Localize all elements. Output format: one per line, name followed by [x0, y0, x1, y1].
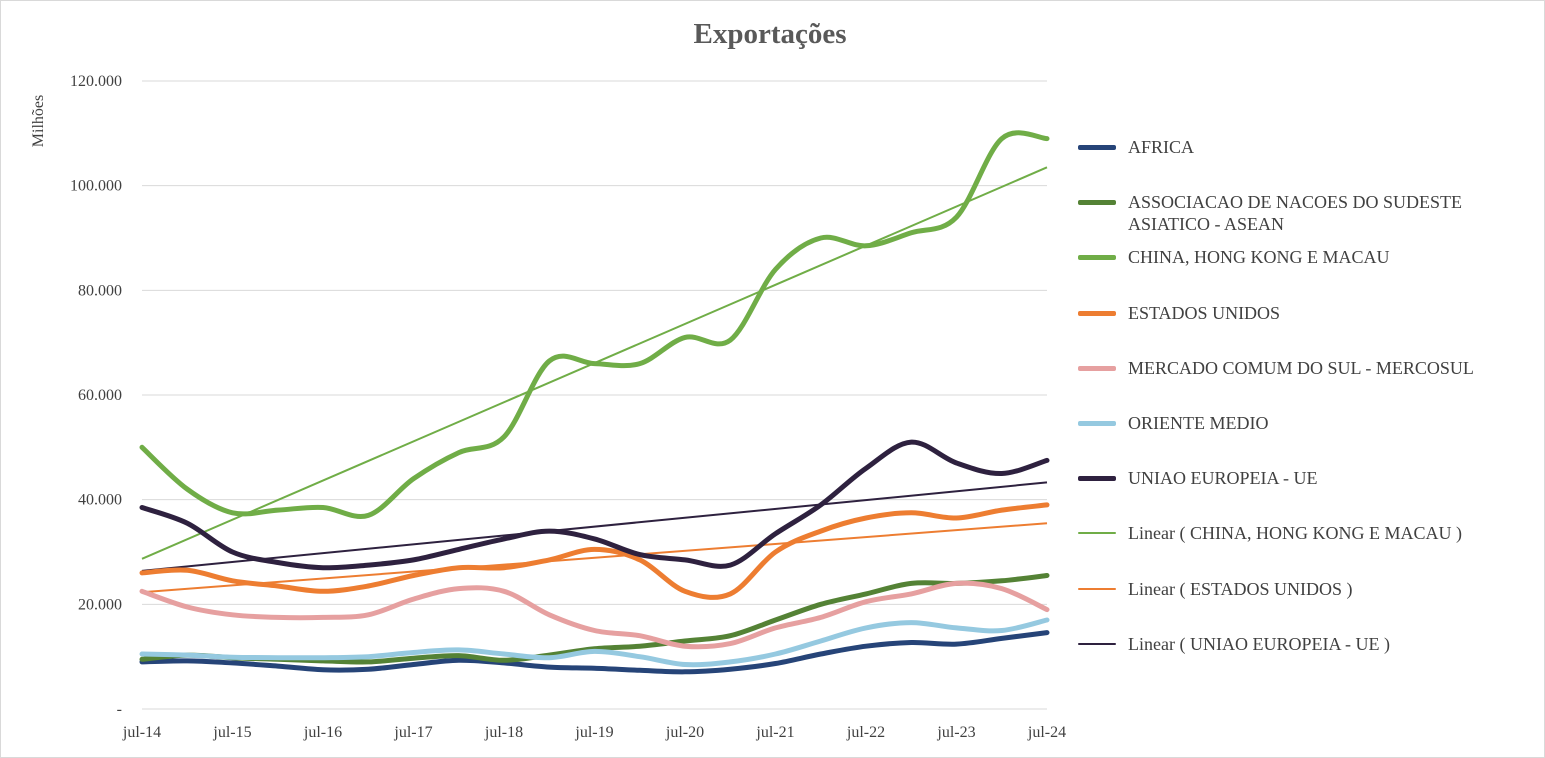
x-tick-label: jul-24: [1027, 724, 1066, 741]
legend-label: Linear ( ESTADOS UNIDOS ): [1128, 579, 1353, 599]
x-tick-label: jul-17: [393, 724, 432, 741]
legend-item: ORIENTE MEDIO: [1078, 412, 1538, 434]
y-tick-label: 60.000: [78, 387, 122, 404]
legend-item: ASSOCIACAO DE NACOES DO SUDESTE ASIATICO…: [1078, 191, 1538, 235]
legend-item: ESTADOS UNIDOS: [1078, 302, 1538, 324]
legend-label: ASSOCIACAO DE NACOES DO SUDESTE ASIATICO…: [1128, 192, 1463, 234]
legend-item: Linear ( ESTADOS UNIDOS ): [1078, 578, 1538, 600]
trendline: [141, 522, 1048, 594]
x-tick-label: jul-14: [122, 724, 161, 741]
series-line: [139, 617, 1050, 668]
legend-item: UNIAO EUROPEIA - UE: [1078, 467, 1538, 489]
series-line: [139, 130, 1050, 519]
legend-swatch: [1078, 255, 1116, 260]
trendline: [141, 481, 1048, 572]
legend-swatch: [1078, 145, 1116, 150]
x-tick-labels: jul-14 jul-15 jul-16 jul-17 jul-18 jul-19 jul-…: [122, 724, 1066, 741]
x-tick-label: jul-22: [846, 724, 885, 741]
legend-swatch: [1078, 532, 1116, 534]
legend-swatch: [1078, 366, 1116, 371]
legend-swatch: [1078, 476, 1116, 481]
legend-label: Linear ( UNIAO EUROPEIA - UE ): [1128, 634, 1390, 654]
legend-item: Linear ( CHINA, HONG KONG E MACAU ): [1078, 522, 1538, 544]
x-tick-label: jul-16: [303, 724, 342, 741]
y-tick-label: 80.000: [78, 282, 122, 299]
y-tick-labels: - 20.000 40.000 60.000 80.000 100.000 120.000: [70, 73, 122, 718]
legend-item: MERCADO COMUM DO SUL - MERCOSUL: [1078, 357, 1538, 379]
legend-item: Linear ( UNIAO EUROPEIA - UE ): [1078, 633, 1538, 655]
y-tick-label: 20.000: [78, 596, 122, 613]
legend-label: CHINA, HONG KONG E MACAU: [1128, 247, 1390, 267]
series-lines: [139, 130, 1050, 675]
y-tick-label: 40.000: [78, 492, 122, 509]
x-tick-label: jul-23: [936, 724, 975, 741]
legend-swatch: [1078, 421, 1116, 426]
legend-swatch: [1078, 311, 1116, 316]
legend-label: ORIENTE MEDIO: [1128, 413, 1269, 433]
legend-item: AFRICA: [1078, 136, 1538, 158]
x-tick-label: jul-21: [755, 724, 794, 741]
legend-swatch: [1078, 643, 1116, 645]
legend-item: CHINA, HONG KONG E MACAU: [1078, 246, 1538, 268]
legend-swatch: [1078, 200, 1116, 205]
legend-label: Linear ( CHINA, HONG KONG E MACAU ): [1128, 523, 1462, 543]
chart-title: Exportações: [693, 18, 847, 50]
y-tick-label: -: [117, 701, 122, 718]
y-tick-label: 120.000: [70, 73, 122, 90]
gridlines: [142, 80, 1047, 710]
series-line: [139, 439, 1050, 571]
series-line: [139, 580, 1050, 650]
x-tick-label: jul-18: [484, 724, 523, 741]
legend-label: UNIAO EUROPEIA - UE: [1128, 468, 1318, 488]
x-tick-label: jul-20: [665, 724, 704, 741]
legend-label: ESTADOS UNIDOS: [1128, 303, 1281, 323]
series-line: [139, 630, 1050, 675]
y-tick-label: 100.000: [70, 178, 122, 195]
legend-label: AFRICA: [1128, 137, 1195, 157]
x-tick-label: jul-19: [574, 724, 613, 741]
x-tick-label: jul-15: [212, 724, 251, 741]
legend-label: MERCADO COMUM DO SUL - MERCOSUL: [1128, 358, 1474, 378]
series-line: [139, 502, 1050, 600]
legend-swatch: [1078, 588, 1116, 590]
